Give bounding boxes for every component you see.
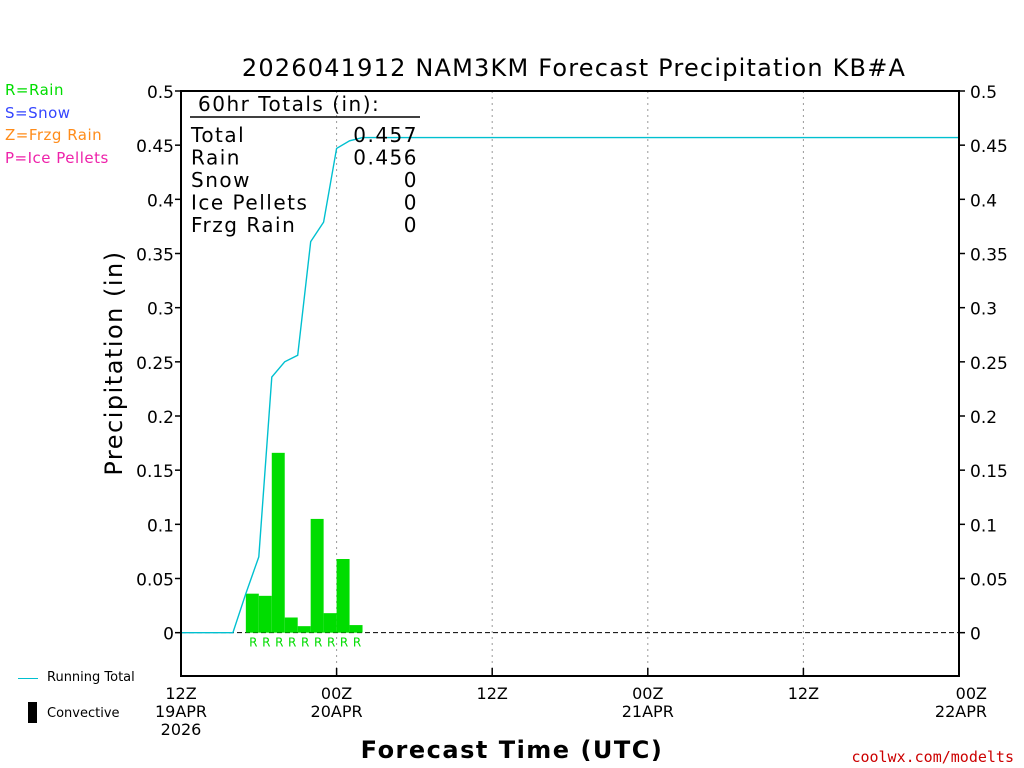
- x-tick-label: 12Z: [788, 684, 819, 703]
- credit-text: coolwx.com/modelts: [851, 748, 1014, 766]
- x-tick-label: 00Z: [632, 684, 663, 703]
- precip-type-label: R: [249, 636, 257, 650]
- x-tick-label: 00Z: [956, 684, 987, 703]
- plot-frame: [180, 90, 960, 677]
- x-tick-label: 19APR: [155, 702, 207, 721]
- precip-type-label: R: [327, 636, 335, 650]
- y-tick-label-left: 0.25: [136, 354, 174, 374]
- y-tick-label-right: 0.5: [970, 83, 997, 103]
- convective-legend-label: Convective: [47, 706, 120, 721]
- precip-type-label: R: [353, 636, 361, 650]
- precip-type-label: R: [288, 636, 296, 650]
- x-tick-label: 21APR: [622, 702, 674, 721]
- precip-bar: [336, 559, 350, 633]
- totals-row-label: Rain: [191, 146, 241, 170]
- y-axis-label: Precipitation (in): [100, 250, 128, 475]
- precip-bar: [297, 626, 311, 633]
- totals-heading: 60hr Totals (in):: [198, 92, 380, 116]
- running-total-legend-label: Running Total: [47, 670, 135, 685]
- running-total-line: [181, 136, 959, 634]
- totals-row-value: 0: [404, 213, 418, 237]
- x-tick-label: 12Z: [165, 684, 196, 703]
- y-tick-label-left: 0.35: [136, 246, 174, 266]
- y-tick-label-left: 0.15: [136, 462, 174, 482]
- y-tick-label-right: 0.1: [970, 516, 997, 536]
- y-tick-label-left: 0.5: [147, 83, 174, 103]
- precip-bar: [284, 617, 298, 633]
- precip-bar: [349, 625, 363, 633]
- x-tick-label: 20APR: [311, 702, 363, 721]
- y-tick-label-right: 0.05: [970, 571, 1008, 591]
- y-tick-label-left: 0.05: [136, 571, 174, 591]
- y-tick-label-right: 0.3: [970, 300, 997, 320]
- totals-row-value: 0.457: [353, 123, 418, 147]
- x-tick-label: 00Z: [321, 684, 352, 703]
- legend-snow: S=Snow: [5, 104, 71, 122]
- y-tick-label-left: 0.45: [136, 137, 174, 157]
- totals-row-value: 0: [404, 191, 418, 215]
- y-tick-label-left: 0.3: [147, 300, 174, 320]
- precip-bar: [271, 452, 285, 633]
- legend-rain: R=Rain: [5, 81, 64, 99]
- y-tick-label-left: 0.4: [147, 191, 174, 211]
- x-axis-label: Forecast Time (UTC): [361, 736, 664, 764]
- y-tick-label-right: 0.25: [970, 354, 1008, 374]
- precip-type-label: R: [275, 636, 283, 650]
- totals-row-label: Frzg Rain: [191, 213, 296, 237]
- convective-swatch: [28, 702, 37, 723]
- running-total-swatch: [18, 678, 38, 679]
- precip-bar: [310, 518, 324, 633]
- totals-row-label: Total: [190, 123, 245, 147]
- x-tick-label: 22APR: [935, 702, 987, 721]
- chart-title: 2026041912 NAM3KM Forecast Precipitation…: [242, 54, 906, 82]
- grid-layer: [181, 91, 959, 676]
- totals-row-value: 0: [404, 168, 418, 192]
- y-tick-label-right: 0.35: [970, 246, 1008, 266]
- y-tick-label-right: 0.2: [970, 408, 997, 428]
- totals-row-label: Snow: [191, 168, 251, 192]
- totals-row-label: Ice Pellets: [191, 191, 308, 215]
- y-tick-label-right: 0: [970, 625, 981, 645]
- legend-ice-pellets: P=Ice Pellets: [5, 149, 109, 167]
- y-tick-label-right: 0.4: [970, 191, 997, 211]
- axis-layer: 0 00.05 0.050.1 0.10.15 0.150.2 0.20.25 0.250.…: [136, 83, 1008, 739]
- y-tick-label-left: 0.2: [147, 408, 174, 428]
- y-tick-label-right: 0.45: [970, 137, 1008, 157]
- precip-bar: [245, 593, 259, 633]
- totals-box: 60hr Totals (in): Total 0.457 Rain 0.456 Sno…: [190, 92, 420, 237]
- y-tick-label-left: 0: [163, 625, 174, 645]
- precip-type-label: R: [262, 636, 270, 650]
- y-tick-label-left: 0.1: [147, 516, 174, 536]
- precip-bar: [258, 595, 272, 633]
- x-tick-label: 12Z: [477, 684, 508, 703]
- precip-type-label: R: [340, 636, 348, 650]
- precip-bar: [323, 613, 337, 633]
- legend-frzg-rain: Z=Frzg Rain: [5, 126, 103, 144]
- x-tick-label: 2026: [161, 720, 202, 739]
- precip-type-label: R: [314, 636, 322, 650]
- y-tick-label-right: 0.15: [970, 462, 1008, 482]
- running-total-layer: [181, 136, 959, 634]
- precip-type-label: R: [301, 636, 309, 650]
- totals-row-value: 0.456: [353, 146, 418, 170]
